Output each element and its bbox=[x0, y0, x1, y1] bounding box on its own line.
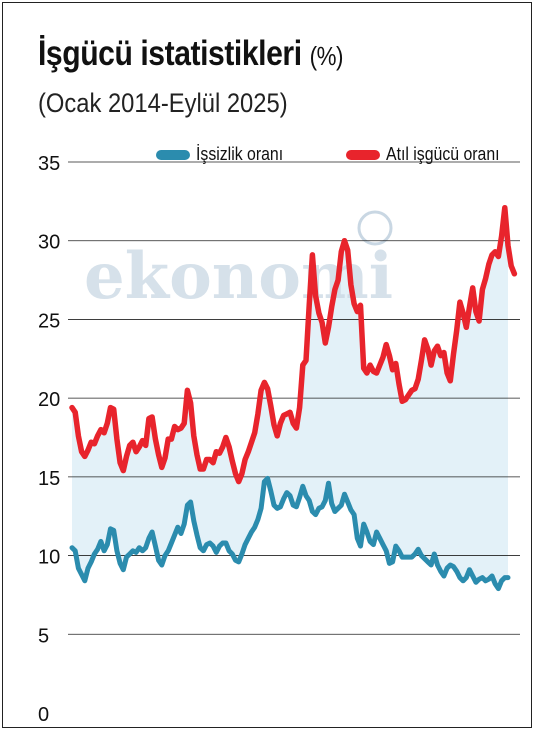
y-tick-label-35: 35 bbox=[38, 153, 60, 175]
series-line-unemployment bbox=[69, 475, 511, 592]
chart-frame bbox=[2, 2, 532, 728]
legend-swatch-unemployment bbox=[156, 149, 190, 160]
series-line-underutilization bbox=[69, 204, 518, 485]
y-tick-label-0: 0 bbox=[38, 704, 49, 726]
y-tick-label-20: 20 bbox=[38, 389, 60, 411]
y-tick-label-15: 15 bbox=[38, 468, 60, 490]
legend-item-underutilization: Atıl işgücü oranı bbox=[346, 144, 515, 165]
watermark-globe-icon bbox=[357, 210, 393, 246]
chart-subtitle: (Ocak 2014-Eylül 2025) bbox=[38, 88, 288, 118]
chart-title: İşgücü istatistikleri (%) bbox=[38, 34, 344, 74]
y-tick-label-30: 30 bbox=[38, 232, 60, 254]
chart-title-text: İşgücü istatistikleri bbox=[38, 34, 302, 73]
legend-label-unemployment: İşsizlik oranı bbox=[196, 144, 284, 164]
legend-label-underutilization: Atıl işgücü oranı bbox=[386, 144, 500, 164]
chart-legend: İşsizlik oranı Atıl işgücü oranı bbox=[0, 144, 537, 174]
y-tick-label-25: 25 bbox=[38, 310, 60, 332]
legend-item-unemployment: İşsizlik oranı bbox=[156, 144, 295, 165]
y-tick-label-10: 10 bbox=[38, 547, 60, 569]
y-tick-label-5: 5 bbox=[38, 625, 49, 647]
area-between-series bbox=[72, 207, 508, 589]
legend-swatch-underutilization bbox=[346, 149, 380, 160]
chart-title-unit: (%) bbox=[309, 41, 344, 71]
